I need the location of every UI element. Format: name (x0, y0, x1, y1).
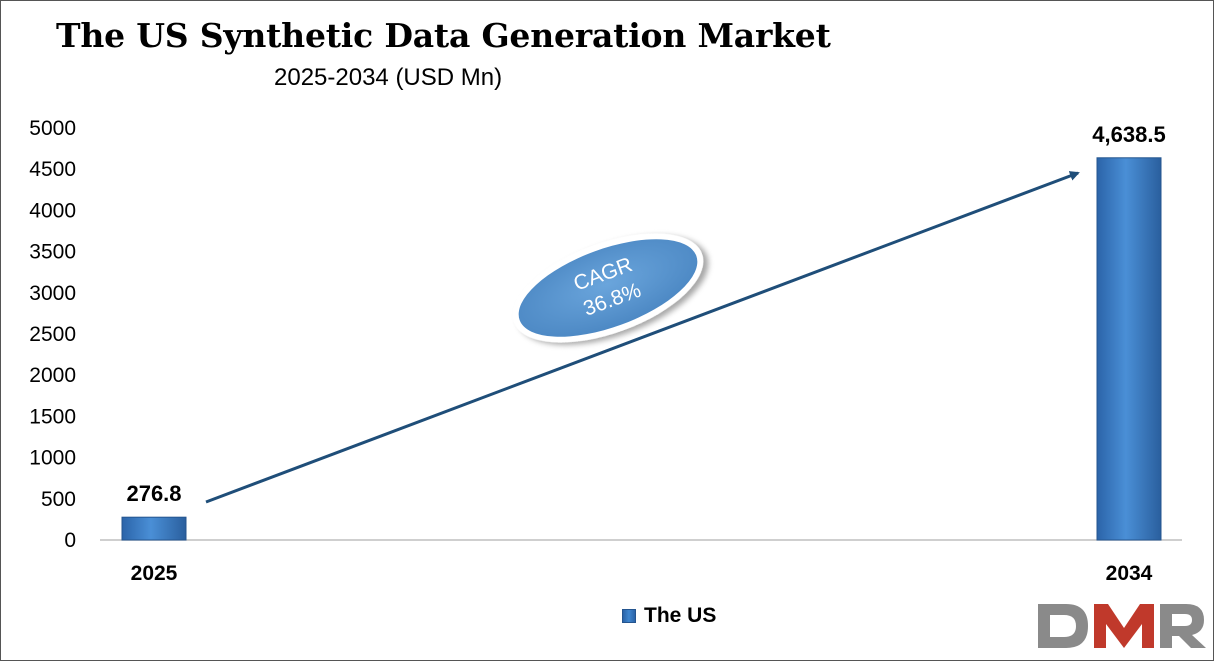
y-tick-label: 3500 (29, 241, 76, 264)
logo-letter-m (1094, 604, 1154, 648)
x-category-label: 2025 (131, 562, 178, 585)
y-tick-label: 4500 (29, 158, 76, 181)
x-category-label: 2034 (1106, 562, 1153, 585)
y-tick-label: 5000 (29, 117, 76, 140)
chart-legend: The US (622, 604, 716, 628)
chart-title: The US Synthetic Data Generation Market (56, 16, 831, 55)
data-label-2025: 276.8 (126, 481, 181, 506)
y-tick-label: 0 (64, 529, 76, 552)
y-axis-ticks: 0 500 1000 1500 2000 2500 3000 3500 4000 4500 5000 (29, 117, 76, 552)
bar-series-the-us: 276.8 4,638.5 (121, 122, 1166, 541)
data-label-2034: 4,638.5 (1092, 122, 1165, 147)
legend-swatch-the-us (622, 609, 636, 623)
cagr-ellipse-fill (518, 239, 698, 337)
y-tick-label: 4000 (29, 199, 76, 222)
x-axis-categories: 2025 2034 (131, 562, 1153, 585)
bar-2025 (121, 516, 187, 541)
y-tick-label: 3000 (29, 282, 76, 305)
y-tick-label: 2500 (29, 323, 76, 346)
y-tick-label: 2000 (29, 364, 76, 387)
y-tick-label: 1500 (29, 405, 76, 428)
dmr-logo (1038, 604, 1206, 648)
logo-letter-d (1038, 604, 1088, 648)
bar-2034 (1096, 157, 1162, 541)
logo-letter-r (1160, 604, 1206, 648)
chart-subtitle: 2025-2034 (USD Mn) (274, 64, 503, 91)
cagr-annotation: CAGR 36.8% (512, 233, 704, 343)
legend-label-the-us: The US (644, 604, 717, 627)
y-tick-label: 500 (41, 488, 76, 511)
cagr-arrow (205, 171, 1080, 504)
y-tick-label: 1000 (29, 447, 76, 470)
